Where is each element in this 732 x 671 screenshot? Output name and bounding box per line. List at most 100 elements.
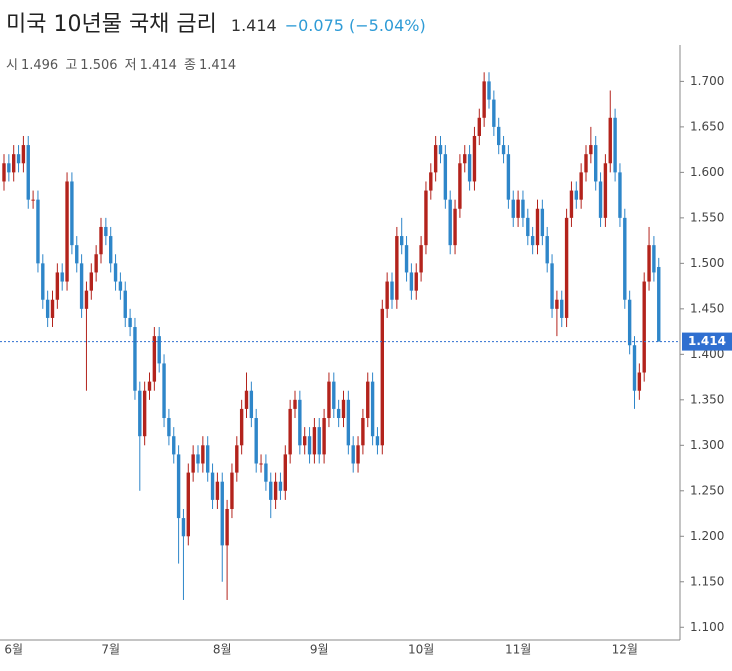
candle-body (312, 427, 317, 455)
candle-body (429, 172, 433, 191)
candle-body (453, 208, 457, 246)
candle-body (249, 390, 254, 419)
candle-body (380, 308, 384, 446)
candle-body (642, 281, 646, 373)
y-tick-label: 1.150 (690, 574, 724, 588)
candle-body (220, 481, 224, 546)
candle-body (60, 272, 64, 282)
candle-body (443, 154, 448, 200)
candle-body (21, 145, 26, 164)
y-tick-label: 1.450 (690, 301, 724, 315)
ohlc-value: 1.506 (80, 58, 118, 73)
candle-body (142, 390, 147, 437)
x-tick-label: 6월 (4, 643, 23, 657)
candle-body (269, 481, 273, 500)
ohlc-label: 고 (65, 58, 78, 73)
candle-body (657, 266, 661, 342)
candle-body (278, 481, 283, 491)
candle-body (273, 481, 278, 500)
candle-body (351, 445, 355, 464)
candle-body (497, 126, 501, 146)
candle-body (225, 508, 229, 546)
candle-body (584, 154, 588, 173)
candle-body (419, 245, 423, 273)
candle-body (206, 445, 210, 473)
candle-body (293, 399, 297, 409)
candle-body (332, 381, 336, 409)
candle-body (526, 217, 530, 237)
x-tick-label: 9월 (310, 643, 329, 657)
candle-body (623, 217, 627, 300)
candle-body (424, 190, 428, 246)
candle-body (99, 226, 103, 255)
y-tick-label: 1.550 (690, 210, 724, 224)
candle-body (196, 454, 200, 464)
x-tick-label: 7월 (101, 643, 120, 657)
price-change: −0.075 (−5.04%) (284, 16, 426, 35)
candle-body (26, 145, 30, 200)
candle-body (569, 190, 574, 218)
candle-body (50, 299, 55, 318)
y-tick-label: 1.700 (690, 74, 724, 88)
y-tick-label: 1.350 (690, 392, 724, 406)
candle-body (288, 408, 292, 455)
candle-body (560, 299, 564, 318)
last-price-box (682, 332, 732, 351)
candle-body (327, 381, 331, 419)
candle-body (613, 117, 617, 173)
candle-body (511, 199, 515, 218)
candle-body (433, 145, 438, 173)
candle-body (637, 372, 642, 391)
candle-body (545, 236, 549, 264)
candle-body (448, 199, 452, 246)
candle-body (172, 436, 176, 455)
candle-body (589, 145, 593, 155)
candle-body (400, 236, 404, 246)
header: 미국 10년물 국채 금리 1.414 −0.075 (−5.04%) (6, 6, 426, 38)
candle-body (167, 418, 171, 437)
candle-body (438, 145, 443, 155)
candle-body (215, 481, 220, 500)
candle-body (404, 245, 409, 273)
candle-body (564, 217, 569, 318)
candle-body (41, 263, 45, 300)
candle-body (176, 454, 181, 519)
candle-body (550, 263, 554, 309)
candle-body (356, 445, 360, 464)
candle-body (652, 245, 656, 273)
ohlc-value: 1.414 (139, 58, 177, 73)
candle-body (244, 390, 249, 409)
candle-body (259, 463, 263, 465)
candle-body (390, 281, 394, 300)
candle-body (341, 399, 346, 419)
candle-body (598, 181, 603, 218)
candle-body (128, 317, 132, 328)
candle-body (264, 463, 268, 482)
candle-body (283, 454, 287, 491)
candle-body (16, 154, 21, 164)
candle-body (79, 263, 84, 309)
candle-body (375, 436, 380, 446)
candle-body (608, 117, 612, 164)
candle-body (618, 172, 622, 218)
ohlc-summary: 시 1.496 고 1.506 저 1.414 종 1.414 (6, 54, 239, 73)
candle-body (574, 190, 578, 200)
last-price: 1.414 (230, 16, 277, 35)
candle-body (594, 145, 598, 182)
y-tick-label: 1.600 (690, 165, 724, 179)
candle-body (104, 226, 108, 237)
candle-body (540, 208, 545, 237)
candle-body (336, 408, 341, 419)
candle-body (346, 399, 351, 446)
candle-body (162, 363, 166, 419)
candle-body (7, 163, 11, 173)
y-tick-label: 1.100 (690, 620, 724, 634)
y-tick-label: 1.650 (690, 119, 724, 133)
candle-body (414, 272, 418, 291)
candle-body (12, 154, 16, 173)
candle-body (191, 454, 195, 473)
candle-body (55, 272, 60, 300)
candle-body (385, 281, 389, 309)
candle-body (632, 345, 637, 391)
